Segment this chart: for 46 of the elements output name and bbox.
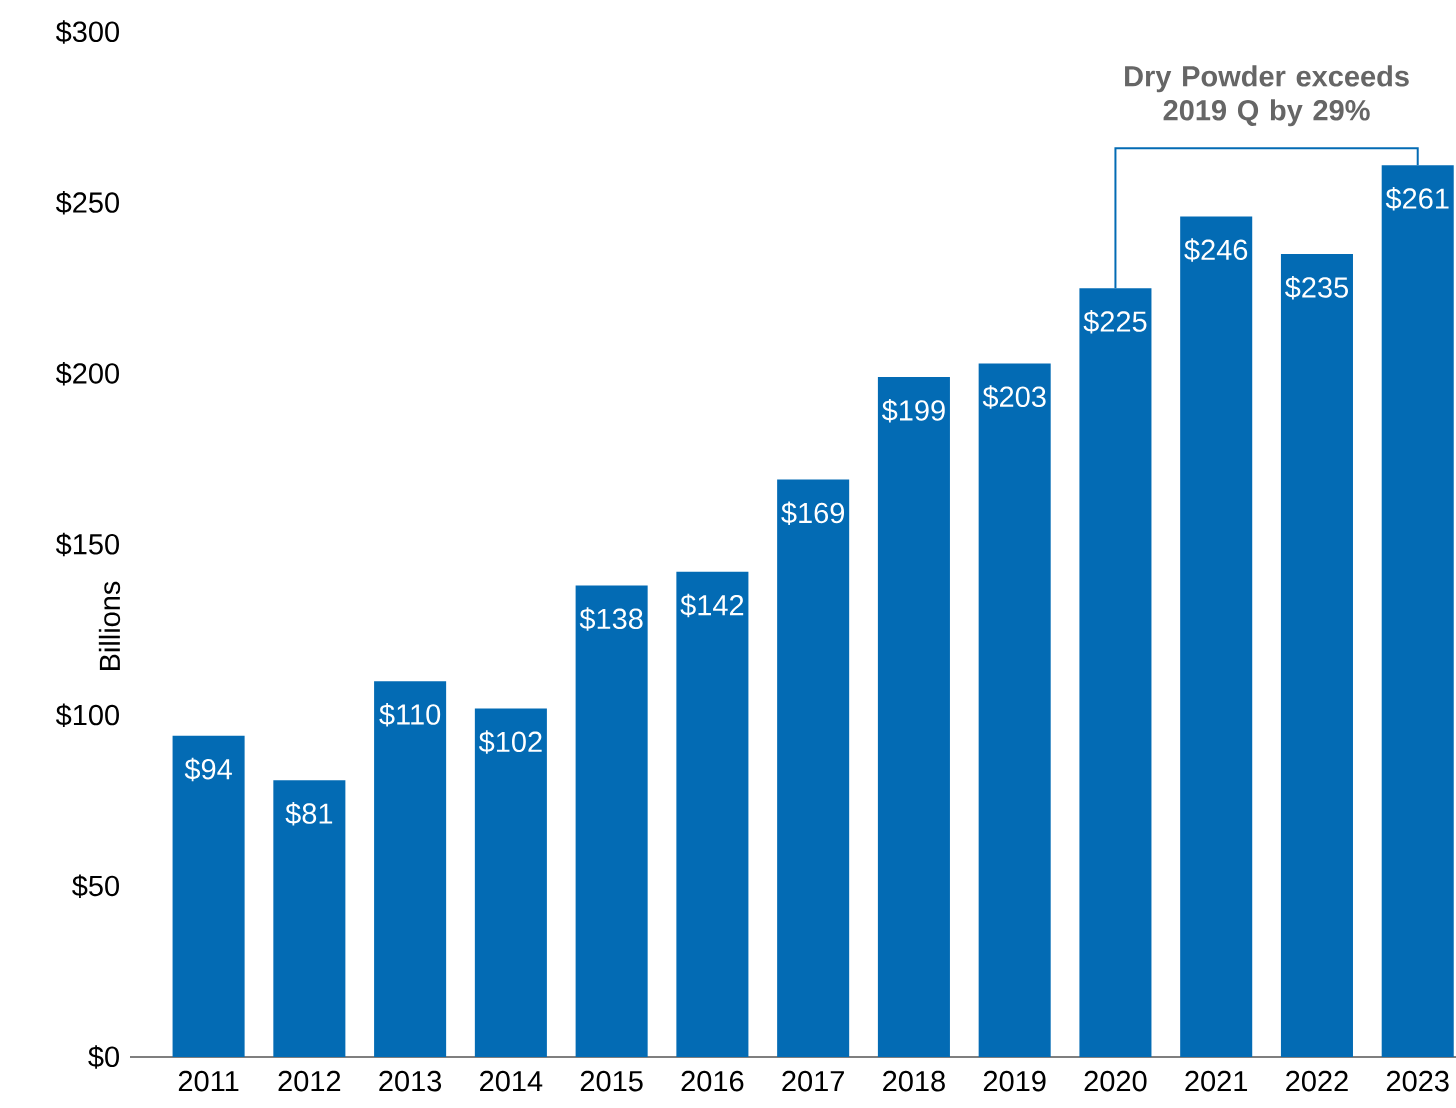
bar — [1180, 216, 1253, 1057]
y-axis-title: Billions — [98, 581, 121, 671]
y-tick-label: $150 — [55, 532, 119, 557]
bar — [575, 585, 648, 1057]
data-label: $225 — [1083, 310, 1147, 334]
x-tick-label: 2020 — [1084, 1070, 1147, 1092]
x-tick-label: 2012 — [278, 1070, 341, 1092]
data-label: $81 — [285, 802, 333, 826]
data-label: $235 — [1285, 275, 1348, 300]
bar — [676, 571, 749, 1057]
bar — [978, 363, 1051, 1057]
x-tick-label: 2015 — [580, 1070, 643, 1092]
x-tick-label: 2021 — [1185, 1070, 1248, 1092]
x-tick-label: 2011 — [178, 1070, 239, 1092]
data-label: $199 — [881, 398, 945, 423]
data-label: $110 — [379, 703, 441, 727]
x-tick-label: 2018 — [883, 1070, 945, 1092]
y-tick-label: $250 — [55, 191, 119, 215]
y-tick-label: $200 — [55, 361, 119, 386]
data-label: $169 — [781, 501, 845, 525]
x-tick-label: 2017 — [782, 1070, 844, 1092]
bar — [374, 681, 447, 1057]
bar — [172, 735, 245, 1057]
bar — [1280, 254, 1353, 1057]
annotation: Dry Powder exceeds 2019 Q by 29% — [1125, 65, 1409, 127]
data-label: $261 — [1385, 187, 1449, 211]
y-tick-label: $100 — [55, 703, 119, 728]
x-tick-label: 2019 — [983, 1070, 1046, 1092]
bar — [777, 479, 850, 1057]
data-label: $142 — [680, 593, 744, 618]
x-tick-label: 2016 — [681, 1070, 744, 1092]
bar — [474, 708, 547, 1057]
y-tick-label: $0 — [88, 1045, 119, 1069]
y-tick-label: $300 — [55, 20, 119, 44]
bar — [273, 780, 346, 1057]
x-tick-label: 2022 — [1286, 1070, 1348, 1092]
data-label: $203 — [982, 385, 1046, 409]
x-tick-label: 2014 — [480, 1070, 543, 1092]
data-label: $102 — [478, 730, 542, 754]
x-tick-label: 2013 — [379, 1070, 442, 1092]
x-tick-label: 2023 — [1386, 1070, 1449, 1092]
data-label: $138 — [579, 607, 643, 631]
data-label: $246 — [1184, 238, 1248, 262]
data-label: $94 — [184, 757, 232, 782]
y-tick-label: $50 — [72, 874, 119, 898]
bar — [877, 377, 950, 1057]
